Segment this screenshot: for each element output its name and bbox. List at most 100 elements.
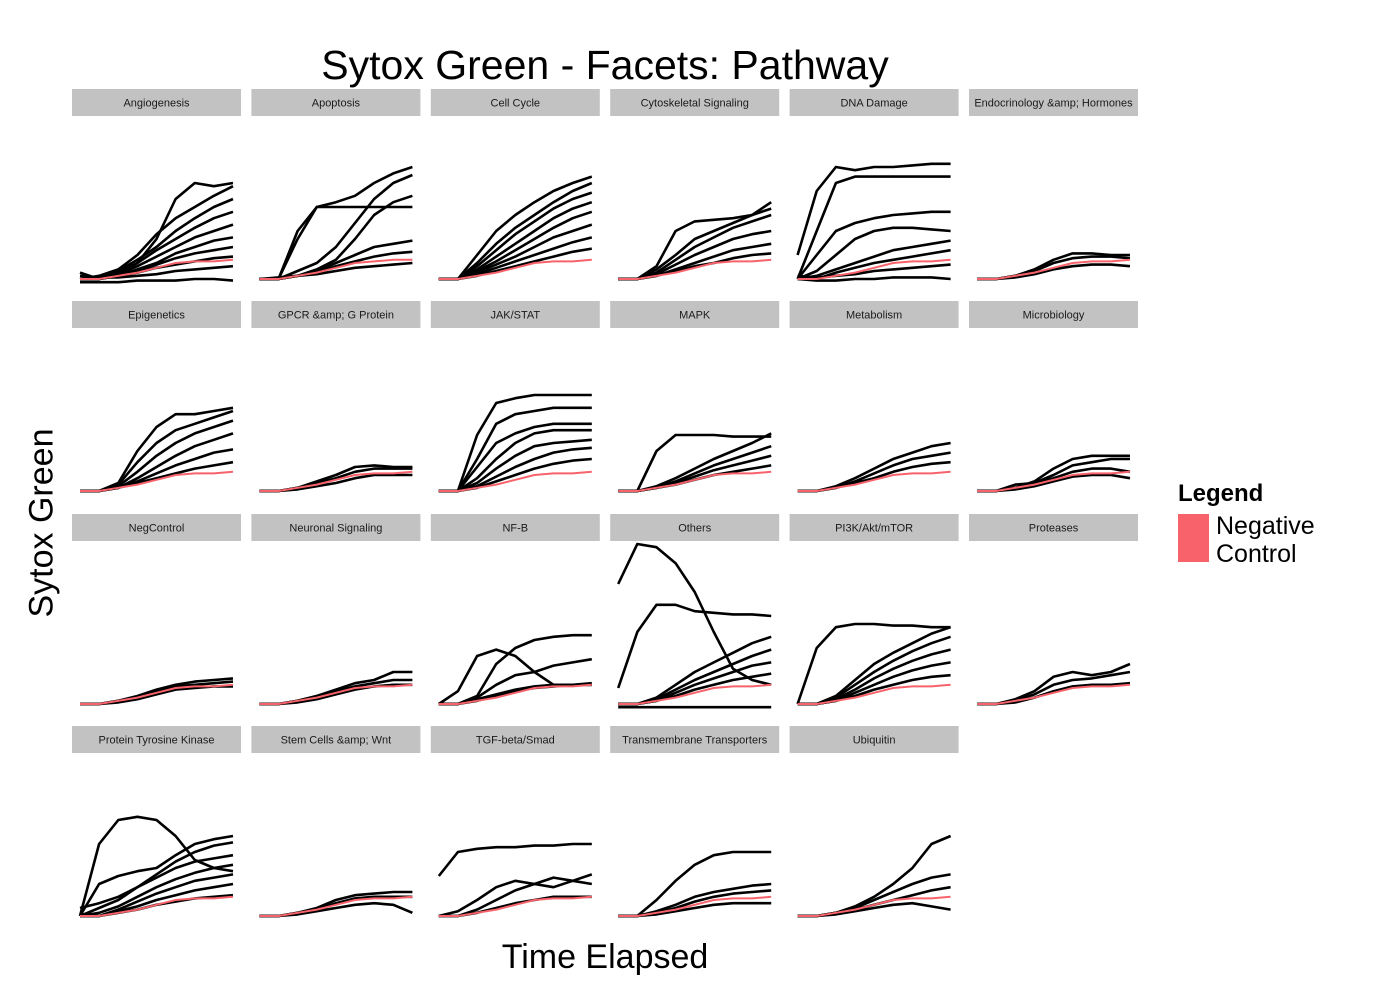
y-axis-label: Sytox Green (22, 428, 61, 618)
negative-control-line (259, 895, 413, 917)
series-line (79, 185, 234, 281)
facet-strip-label: Others (678, 523, 712, 535)
facet-strip (72, 89, 241, 116)
series-line (79, 197, 234, 281)
facet-strip-label: MAPK (679, 310, 711, 322)
facet-strip-label: NegControl (129, 523, 185, 535)
negative-control-line (438, 683, 592, 705)
facet-strip (610, 89, 780, 116)
facet-strip-label: Metabolism (846, 310, 902, 322)
series-line (797, 226, 951, 281)
negative-control-line (259, 258, 413, 280)
negative-control-line (438, 258, 592, 280)
series-line (797, 635, 952, 706)
facet-strip-label: TGF-beta/Smad (476, 735, 555, 747)
facet-strip (251, 726, 421, 753)
facet-panel: DNA Damage (789, 89, 959, 282)
negative-control-line (977, 258, 1131, 280)
facet-strip (430, 89, 600, 116)
series-line (617, 542, 772, 687)
facet-panel: Proteases (969, 514, 1138, 706)
chart-title: Sytox Green - Facets: Pathway (321, 42, 889, 88)
series-line (618, 850, 772, 918)
negative-control-line (618, 258, 772, 280)
series-line (78, 815, 234, 917)
facet-strip-label: Ubiquitin (853, 735, 896, 747)
series-line (796, 175, 951, 280)
facet-panel: Neuronal Signaling (251, 514, 421, 706)
facet-strip-label: Cell Cycle (491, 98, 541, 110)
legend-item-negative-control: Negative Control (1178, 512, 1356, 568)
series-line (259, 670, 413, 706)
facet-strip-label: Protein Tyrosine Kinase (99, 735, 215, 747)
facet-strip (969, 89, 1138, 116)
facet-panel: Cell Cycle (430, 89, 600, 281)
facet-panel: Epigenetics (72, 301, 241, 493)
series-line (438, 422, 592, 493)
negative-control-line (618, 683, 772, 705)
series-line (437, 842, 592, 877)
facet-strip-label: Angiogenesis (123, 98, 190, 110)
series-line (618, 672, 772, 706)
series-line (797, 239, 951, 281)
facet-panel: NF-B (430, 514, 600, 706)
facet-strip (72, 514, 241, 541)
series-line (797, 451, 951, 493)
facet-strip (789, 726, 959, 753)
negative-control-line (618, 470, 772, 492)
negative-control-line (797, 683, 951, 705)
facet-strip (251, 514, 421, 541)
series-line (438, 175, 593, 281)
series-line (79, 863, 234, 918)
facet-panel: Cytoskeletal Signaling (610, 89, 780, 281)
facet-panel: TGF-beta/Smad (430, 726, 600, 918)
negative-control-line (80, 470, 234, 492)
series-line (79, 853, 234, 910)
negative-control-line (797, 470, 951, 492)
facet-strip (430, 514, 600, 541)
series-line (438, 648, 592, 706)
facet-strip (789, 89, 959, 116)
facet-strip (789, 514, 959, 541)
series-line (977, 467, 1131, 493)
facet-panel: Others (610, 514, 780, 709)
series-line (797, 263, 951, 279)
facet-panel: PI3K/Akt/mTOR (789, 514, 959, 706)
facet-strip (430, 301, 600, 328)
negative-control-line (80, 258, 234, 280)
legend-label: Negative Control (1216, 512, 1315, 568)
series-line (616, 603, 772, 689)
series-line (80, 277, 234, 284)
negative-control-line (259, 470, 413, 492)
negative-control-line (618, 895, 772, 917)
negative-control-line (977, 470, 1131, 492)
series-line (797, 661, 951, 706)
negative-control-line (80, 683, 234, 705)
facet-panel: Metabolism (789, 301, 959, 493)
series-line (977, 263, 1131, 281)
facet-strip-label: Endocrinology &amp; Hormones (974, 98, 1133, 110)
series-line (259, 683, 413, 706)
series-line (438, 428, 592, 493)
series-line (438, 210, 593, 281)
facet-panel: JAK/STAT (430, 301, 600, 493)
negative-control-line (797, 895, 951, 917)
legend-title: Legend (1178, 480, 1264, 507)
facet-strip-label: Microbiology (1023, 310, 1085, 322)
facet-strip-label: Stem Cells &amp; Wnt (281, 735, 392, 747)
negative-control-line (977, 683, 1131, 705)
series-line (797, 460, 951, 493)
series-line (438, 873, 593, 918)
facet-strip (969, 514, 1138, 541)
facet-strip-label: Proteases (1029, 523, 1079, 535)
series-line (259, 261, 413, 281)
facet-strip (251, 89, 421, 116)
series-line (80, 873, 234, 918)
facet-panel: Ubiquitin (789, 726, 959, 918)
facet-panel: GPCR &amp; G Protein (251, 301, 421, 493)
facet-strip (72, 726, 241, 753)
facet-strip-label: Apoptosis (312, 98, 361, 110)
facet-panel: Transmembrane Transporters (610, 726, 780, 918)
facet-strip-label: DNA Damage (840, 98, 907, 110)
